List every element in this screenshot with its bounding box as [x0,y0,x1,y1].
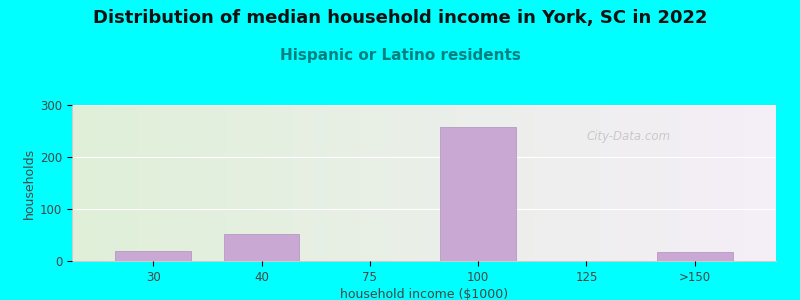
X-axis label: household income ($1000): household income ($1000) [340,288,508,300]
Text: Distribution of median household income in York, SC in 2022: Distribution of median household income … [93,9,707,27]
Y-axis label: households: households [23,147,36,219]
Bar [224,234,299,261]
Bar [440,127,516,261]
Bar [115,250,191,261]
Bar [657,252,733,261]
Text: Hispanic or Latino residents: Hispanic or Latino residents [279,48,521,63]
Text: City-Data.com: City-Data.com [586,130,670,143]
